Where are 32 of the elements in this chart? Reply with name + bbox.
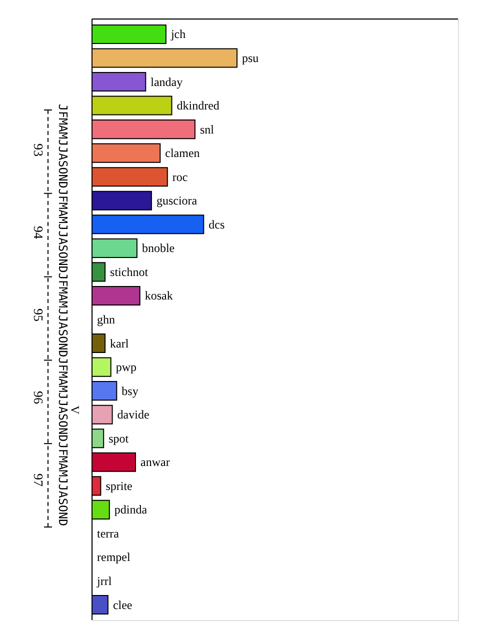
y-tick-label: pdinda — [114, 502, 148, 517]
y-tick-label: bsy — [122, 384, 138, 398]
y-tick-label: jrrl — [96, 574, 112, 588]
text: 95 — [31, 308, 46, 322]
y-tick-label: ghn — [97, 312, 115, 326]
y-tick-label: landay — [150, 74, 183, 89]
text: 94 — [31, 226, 46, 240]
y-tick-label: stichnot — [110, 264, 149, 279]
y-tick-label: jch — [170, 27, 186, 42]
y-tick-label: anwar — [140, 455, 170, 470]
y-tick-label: roc — [172, 170, 188, 184]
y-tick-label: snl — [200, 122, 215, 136]
y-tick-label: kosak — [144, 288, 173, 303]
y-tick-label: spot — [108, 431, 130, 446]
y-tick-label: psu — [242, 50, 259, 65]
y-tick-label: clamen — [165, 146, 200, 160]
y-tick-label: clee — [112, 598, 132, 612]
y-tick-label: sprite — [106, 478, 132, 493]
y-tick-label: karl — [110, 336, 130, 350]
text: 93 — [31, 144, 46, 156]
text: 97 — [31, 474, 46, 487]
text: 96 — [31, 391, 46, 404]
y-tick-label: gusciora — [156, 194, 198, 208]
y-tick-label: dkindred — [176, 98, 220, 113]
text: V — [68, 406, 82, 415]
y-tick-label: bnoble — [142, 241, 175, 256]
text: JFMAMJJASONDJFMAMJJASONDJFMAMJJASONDJFMAMJJASONDJFMAMJJASOND — [56, 104, 70, 526]
y-tick-label: rempel — [97, 550, 131, 564]
y-tick-label: dcs — [208, 217, 225, 232]
y-tick-label: terra — [97, 526, 120, 540]
y-tick-label: pwp — [116, 360, 137, 374]
y-tick-label: davide — [117, 408, 150, 422]
